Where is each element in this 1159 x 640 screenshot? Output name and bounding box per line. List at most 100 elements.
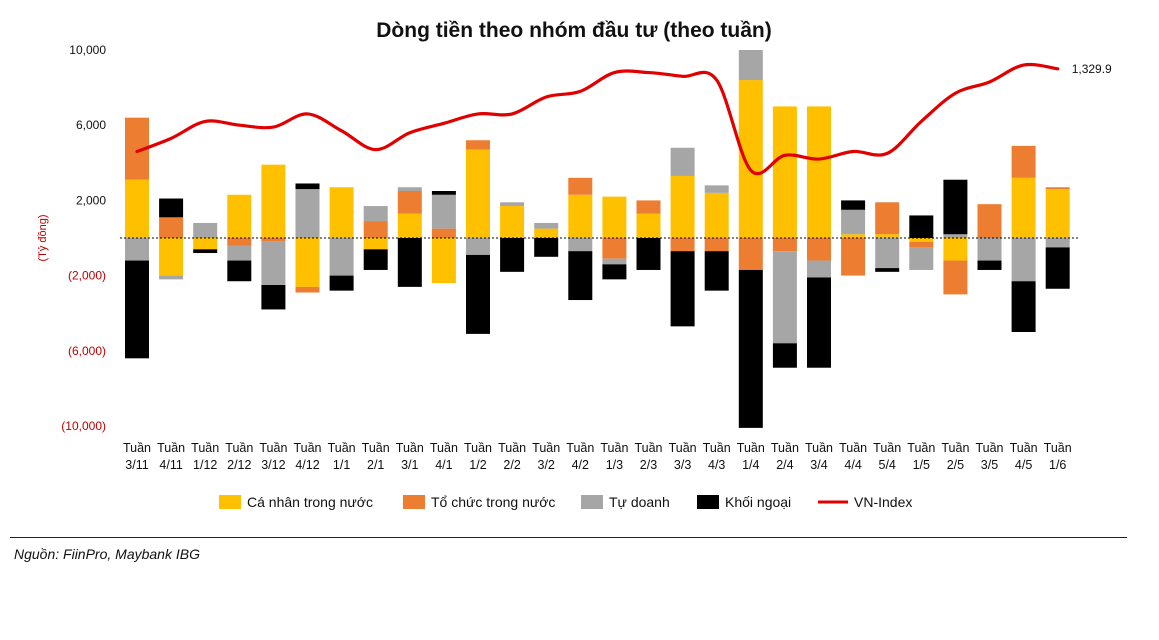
- x-tick-label: Tuần 4/11: [157, 441, 185, 472]
- bar-segment: [875, 202, 900, 235]
- vn-index-line-layer: 1,329.9: [135, 62, 1112, 176]
- bar-segment: [363, 249, 388, 270]
- bar-segment: [431, 228, 456, 238]
- x-tick-label: Tuần 4/2: [566, 441, 594, 472]
- bar-segment: [363, 206, 388, 222]
- bar-segment: [534, 222, 559, 229]
- legend-label: Tự doanh: [609, 494, 670, 510]
- x-tick-label: Tuần 4/12: [293, 441, 321, 472]
- vn-index-end-label: 1,329.9: [1072, 62, 1112, 76]
- legend-label: VN-Index: [854, 494, 912, 510]
- bar-segment: [602, 196, 627, 238]
- legend-swatch: [697, 495, 719, 509]
- x-tick-label: Tuần 1/12: [191, 441, 219, 472]
- bar-segment: [943, 179, 968, 235]
- bar-segment: [977, 260, 1002, 270]
- bar-segment: [841, 238, 866, 276]
- legend-label: Cá nhân trong nước: [247, 494, 373, 510]
- x-tick-label: Tuần 3/4: [805, 441, 833, 472]
- chart-title: Dòng tiền theo nhóm đầu tư (theo tuần): [376, 19, 771, 42]
- bar-segment: [466, 149, 490, 238]
- legend-label: Khối ngoại: [725, 494, 791, 510]
- bar-segment: [943, 238, 968, 261]
- bar-segment: [466, 238, 490, 255]
- legend-swatch: [581, 495, 603, 509]
- bar-segment: [431, 194, 456, 229]
- x-tick-label: Tuần 3/2: [532, 441, 560, 472]
- bar-segment: [295, 189, 320, 238]
- x-tick-label: Tuần 3/11: [123, 441, 151, 472]
- bar-segment: [125, 179, 149, 238]
- bar-segment: [772, 251, 797, 344]
- bar-segment: [602, 258, 627, 265]
- bar-segment: [738, 50, 763, 81]
- bar-segment: [602, 264, 627, 280]
- bar-segment: [772, 343, 797, 368]
- x-tick-label: Tuần 2/3: [634, 441, 662, 472]
- x-tick-label: Tuần 4/1: [430, 441, 458, 472]
- bar-segment: [397, 238, 422, 287]
- bar-segment: [534, 238, 559, 257]
- bar-segment: [397, 213, 422, 238]
- y-tick-label: 2,000: [76, 193, 106, 207]
- x-tick-label: Tuần 2/4: [771, 441, 799, 472]
- legend-item: Khối ngoại: [697, 494, 791, 510]
- y-tick-label: (10,000): [61, 419, 106, 433]
- vn-index-line: [135, 62, 1060, 176]
- bar-segment: [909, 215, 934, 238]
- bar-segment: [431, 191, 456, 195]
- bar-segment: [1045, 247, 1070, 289]
- x-tick-label: Tuần 2/2: [498, 441, 526, 472]
- bar-segment: [636, 238, 661, 270]
- bar-segment: [159, 198, 184, 218]
- bar-segment: [227, 245, 252, 261]
- bar-segment: [1011, 177, 1036, 238]
- x-tick-label: Tuần 1/6: [1044, 441, 1072, 472]
- bar-segment: [125, 260, 149, 359]
- bar-segment: [500, 202, 525, 207]
- x-tick-label: Tuần 5/4: [873, 441, 901, 472]
- legend-item: Tổ chức trong nước: [403, 494, 555, 510]
- y-axis-label: (Tỷ đồng): [37, 214, 49, 261]
- bar-segment: [841, 209, 866, 235]
- legend-swatch: [219, 495, 241, 509]
- bar-segment: [500, 238, 525, 272]
- bar-segment: [772, 238, 797, 252]
- x-tick-label: Tuần 4/4: [839, 441, 867, 472]
- bar-segment: [159, 217, 184, 238]
- legend-item: VN-Index: [818, 494, 912, 510]
- bar-segment: [738, 269, 763, 428]
- bar-segment: [227, 260, 252, 282]
- bar-segment: [295, 183, 320, 190]
- x-tick-label: Tuần 2/12: [225, 441, 253, 472]
- bar-segment: [363, 238, 388, 250]
- bar-segment: [807, 238, 831, 261]
- bar-segment: [568, 194, 593, 238]
- bar-segment: [431, 238, 456, 284]
- x-tick-label: Tuần 1/2: [464, 441, 492, 472]
- bar-segment: [807, 106, 831, 239]
- bar-segment: [568, 251, 593, 301]
- bar-segment: [295, 238, 320, 287]
- bar-segment: [125, 238, 149, 261]
- footer-divider: [10, 537, 1127, 538]
- y-tick-label: (6,000): [68, 344, 106, 358]
- x-tick-label: Tuần 2/1: [362, 441, 390, 472]
- bar-segment: [738, 80, 763, 238]
- x-tick-label: Tuần 2/5: [941, 441, 969, 472]
- bar-segment: [534, 228, 559, 238]
- legend: Cá nhân trong nước Tổ chức trong nước Tự d…: [219, 494, 912, 510]
- bar-segment: [841, 234, 866, 238]
- bar-segment: [363, 221, 388, 238]
- bar-segment: [909, 238, 934, 242]
- bar-segment: [397, 191, 422, 214]
- x-tick-label: Tuần 3/1: [396, 441, 424, 472]
- bar-segment: [704, 251, 729, 291]
- bar-segment: [500, 206, 525, 238]
- bar-segment: [738, 238, 763, 270]
- bar-segment: [466, 140, 490, 150]
- x-tick-label: Tuần 3/12: [259, 441, 287, 472]
- bar-segment: [261, 241, 286, 285]
- bar-segment: [1045, 187, 1070, 190]
